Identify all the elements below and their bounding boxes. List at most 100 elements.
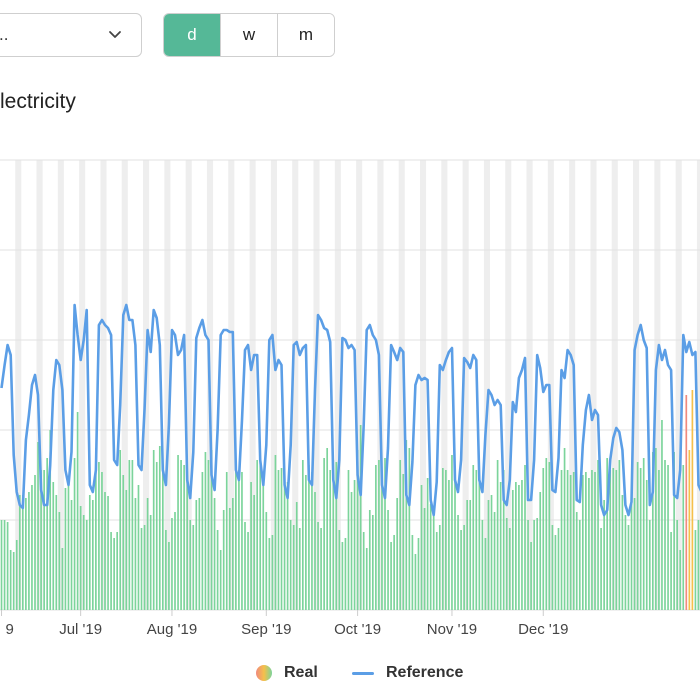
real-bar (569, 475, 572, 610)
weekend-band (334, 160, 341, 610)
x-tick-label: Oct '19 (334, 621, 381, 638)
real-bar (621, 495, 624, 610)
real-bar (201, 472, 204, 610)
real-bar (274, 455, 277, 610)
weekend-band (633, 160, 640, 610)
chart-title: lectricity (0, 90, 76, 113)
real-bar (268, 538, 271, 610)
real-bar (533, 520, 535, 610)
real-bar (338, 530, 341, 610)
real-bar (578, 520, 581, 610)
real-bar (365, 548, 368, 610)
real-bar (368, 510, 371, 610)
real-bar (448, 480, 450, 610)
real-bar (694, 530, 697, 610)
real-bar (271, 535, 274, 610)
real-bar (174, 512, 176, 610)
real-bar (183, 465, 185, 610)
reference-line (0, 303, 700, 517)
real-bar (475, 470, 478, 610)
real-bar (168, 542, 170, 610)
real-bar (0, 520, 3, 610)
real-bar (624, 515, 627, 610)
real-bar (633, 498, 636, 610)
real-bar (347, 470, 350, 610)
x-tick-label: 9 (6, 621, 14, 638)
real-bar (95, 448, 97, 610)
reference-series-line (0, 303, 700, 517)
real-bar (673, 452, 675, 610)
real-bar (414, 554, 417, 610)
real-bar (545, 458, 548, 610)
real-bar (210, 450, 213, 610)
weekend-band (654, 160, 661, 610)
real-bar (508, 528, 511, 610)
real-bar (219, 550, 222, 610)
resolution-toggle: d w m (163, 13, 335, 57)
real-bar (283, 478, 286, 610)
real-bar (667, 465, 669, 610)
real-bar (125, 490, 128, 610)
real-bar (286, 482, 289, 610)
real-bar (31, 485, 33, 610)
real-bar (387, 510, 389, 610)
real-bar (679, 550, 682, 610)
real-bar (585, 472, 587, 610)
period-select[interactable]: .. (0, 13, 142, 57)
real-bar (9, 550, 12, 610)
weekend-band (483, 160, 490, 610)
real-bar (82, 515, 85, 610)
weekend-band (526, 160, 533, 610)
real-bar (256, 460, 259, 610)
real-legend-dot-icon (256, 665, 272, 681)
real-bar (298, 528, 301, 610)
real-bar (161, 470, 164, 610)
real-bar (396, 498, 399, 610)
resolution-day-button[interactable]: d (164, 14, 220, 56)
weekend-band (505, 160, 512, 610)
real-bar (609, 470, 612, 610)
real-bar (58, 512, 61, 610)
real-bar (536, 518, 539, 610)
real-bar (432, 512, 435, 610)
real-bars (0, 390, 700, 610)
real-bar (158, 446, 161, 610)
real-bar (682, 465, 685, 610)
real-bar (323, 458, 325, 610)
real-bar (98, 462, 100, 610)
real-bar (664, 460, 666, 610)
weekend-band (675, 160, 682, 610)
legend-item-reference[interactable]: Reference (352, 664, 463, 682)
weekend-band (121, 160, 128, 610)
real-bar (15, 540, 18, 610)
real-bar (137, 485, 140, 610)
resolution-month-button[interactable]: m (277, 14, 334, 56)
real-bar (64, 488, 67, 610)
real-bar (61, 548, 64, 610)
weekend-band (100, 160, 107, 610)
real-bar (67, 478, 70, 610)
real-bar (207, 460, 210, 610)
real-bar (600, 528, 602, 610)
real-bar (441, 468, 444, 610)
real-bar (101, 472, 103, 610)
weekend-band (441, 160, 448, 610)
real-bar (548, 462, 551, 610)
real-bar (165, 530, 167, 610)
real-bar (478, 478, 481, 610)
real-bar (91, 500, 94, 610)
real-bar (228, 508, 231, 610)
real-bar (308, 465, 310, 610)
real-bar (685, 395, 688, 610)
real-bar (636, 462, 639, 610)
real-bar (618, 460, 621, 610)
legend-item-real[interactable]: Real (256, 664, 318, 682)
real-bar (390, 542, 392, 610)
real-bar (691, 390, 694, 610)
resolution-week-button[interactable]: w (220, 14, 277, 56)
weekend-band (420, 160, 427, 610)
real-bar (295, 502, 298, 610)
real-bar (192, 525, 195, 610)
chevron-down-icon (109, 31, 121, 38)
real-bar (487, 500, 490, 610)
